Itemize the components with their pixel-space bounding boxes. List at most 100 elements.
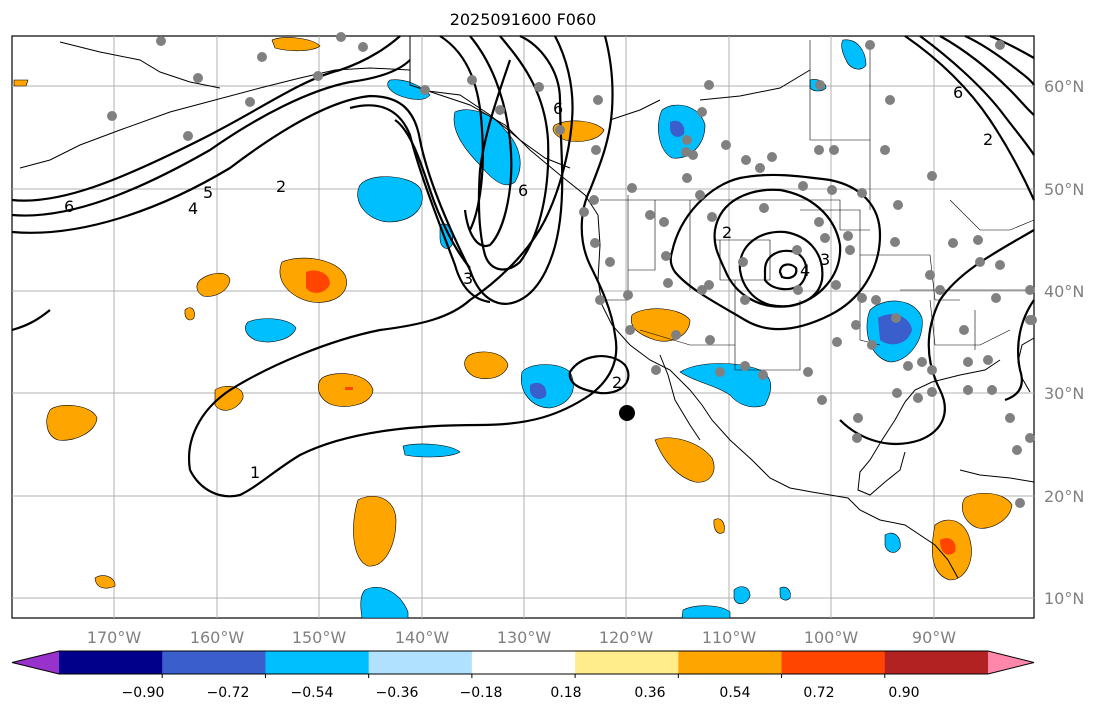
station-marker [814, 217, 824, 227]
station-marker [245, 97, 255, 107]
station-marker [661, 251, 671, 261]
lat-tick-label: 20°N [1044, 487, 1084, 506]
contour-label: 2 [276, 177, 286, 196]
station-marker [467, 75, 477, 85]
station-marker [707, 212, 717, 222]
station-marker [697, 285, 707, 295]
colorbar-tick-label: 0.90 [888, 685, 919, 701]
station-marker [627, 183, 637, 193]
station-marker [313, 71, 323, 81]
contour-label: 5 [203, 183, 213, 202]
colorbar-segment [575, 651, 679, 674]
station-marker [591, 145, 601, 155]
station-marker [880, 145, 890, 155]
station-marker [682, 135, 692, 145]
colorbar-segment [368, 651, 473, 674]
station-marker [935, 285, 945, 295]
station-marker [820, 233, 830, 243]
station-marker [682, 173, 692, 183]
station-marker [555, 125, 565, 135]
lon-tick-label: 100°W [804, 628, 859, 647]
colorbar-tick-label: −0.72 [207, 685, 250, 701]
station-marker [831, 280, 841, 290]
station-marker [589, 195, 599, 205]
station-marker [792, 245, 802, 255]
station-marker [605, 257, 615, 267]
station-marker [893, 200, 903, 210]
station-marker [827, 185, 837, 195]
station-marker [740, 361, 750, 371]
contour-label: 4 [800, 261, 810, 280]
lon-tick-label: 140°W [395, 628, 450, 647]
station-marker [927, 171, 937, 181]
station-marker [857, 293, 867, 303]
colorbar-segment [471, 651, 576, 674]
station-marker [817, 395, 827, 405]
station-marker [671, 330, 681, 340]
contour-label: 6 [953, 83, 963, 102]
lat-tick-label: 40°N [1044, 282, 1084, 301]
station-marker [1025, 433, 1035, 443]
lon-tick-label: 110°W [702, 628, 757, 647]
contour-label: 6 [553, 99, 563, 118]
station-marker [852, 433, 862, 443]
station-marker [803, 367, 813, 377]
station-marker [948, 238, 958, 248]
station-marker [579, 207, 589, 217]
station-marker [991, 293, 1001, 303]
station-marker [721, 140, 731, 150]
colorbar-tick-label: 0.72 [803, 685, 834, 701]
colorbar-outline [11, 650, 1035, 675]
station-marker [927, 387, 937, 397]
station-marker [659, 217, 669, 227]
contour-label: 4 [188, 199, 198, 218]
station-marker [995, 40, 1005, 50]
station-marker [759, 203, 769, 213]
colorbar-tick-label: −0.90 [122, 685, 165, 701]
colorbar: −0.90 −0.72 −0.54 −0.36 −0.18 0.18 0.36 … [11, 650, 1035, 701]
lat-tick-label: 50°N [1044, 180, 1084, 199]
map-panel: 6 5 4 2 6 3 6 2 2 4 3 1 2 6 [11, 32, 1037, 619]
colorbar-tick-label: −0.18 [460, 685, 503, 701]
colorbar-extend-min [12, 651, 59, 674]
colorbar-segment [265, 651, 370, 674]
station-marker [534, 82, 544, 92]
station-marker [590, 238, 600, 248]
map-title: 2025091600 F060 [449, 10, 597, 29]
station-marker [645, 210, 655, 220]
station-marker [913, 393, 923, 403]
station-marker [867, 340, 877, 350]
station-marker [663, 278, 673, 288]
station-marker [738, 257, 748, 267]
lat-tick-label: 60°N [1044, 77, 1084, 96]
station-marker [651, 365, 661, 375]
station-marker [1012, 445, 1022, 455]
station-marker [1025, 315, 1035, 325]
station-marker [741, 155, 751, 165]
station-marker [903, 361, 913, 371]
colorbar-segment [884, 651, 989, 674]
station-marker [917, 357, 927, 367]
contour-label: 3 [463, 269, 473, 288]
contour-label: 6 [518, 181, 528, 200]
station-marker [697, 107, 707, 117]
strong-positive-fills [306, 270, 956, 555]
colorbar-tick-label: 0.36 [634, 685, 665, 701]
station-marker [959, 325, 969, 335]
station-marker [755, 163, 765, 173]
station-marker [814, 145, 824, 155]
station-marker [892, 388, 902, 398]
station-marker [871, 295, 881, 305]
station-marker [705, 335, 715, 345]
latitude-ticks: 60°N 50°N 40°N 30°N 20°N 10°N [1044, 77, 1084, 608]
station-markers [107, 32, 1037, 508]
longitude-ticks: 170°W 160°W 150°W 140°W 130°W 120°W 110°… [87, 628, 956, 647]
station-marker [740, 295, 750, 305]
station-marker [963, 385, 973, 395]
lat-tick-label: 10°N [1044, 589, 1084, 608]
station-marker [704, 280, 714, 290]
gridlines [12, 36, 1034, 618]
station-marker [183, 131, 193, 141]
contour-labels: 6 5 4 2 6 3 6 2 2 4 3 1 2 6 [64, 83, 993, 482]
